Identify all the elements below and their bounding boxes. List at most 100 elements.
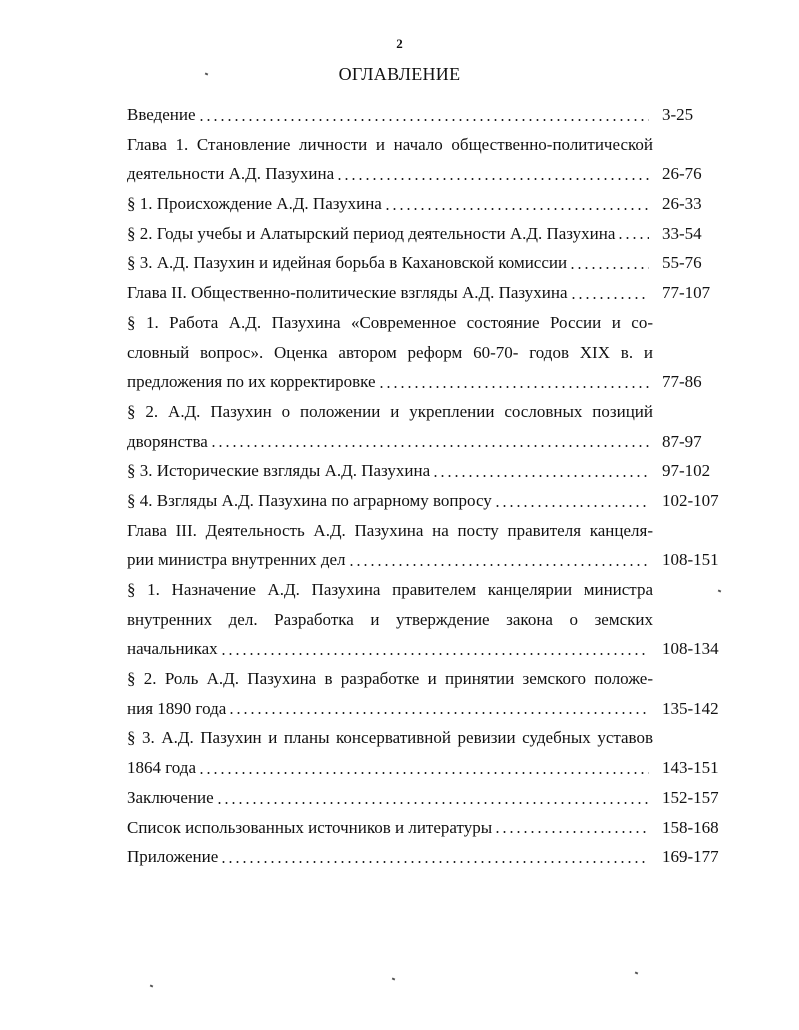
toc-page-range: 158-168 xyxy=(662,817,719,837)
toc-entry-text: § 2. Годы учебы и Алатырский период деят… xyxy=(127,223,616,243)
dot-leader xyxy=(219,634,653,664)
toc-entry-text: § 1. Происхождение А.Д. Пазухина xyxy=(127,194,382,214)
dot-leader xyxy=(377,367,653,397)
table-of-contents: Введение 3-25 Глава 1. Становление личност… xyxy=(127,100,727,872)
toc-entry-text: § 1. Назначение А.Д. Пазухина правителем… xyxy=(127,580,653,599)
toc-entry-text: Глава III. Деятельность А.Д. Пазухина на… xyxy=(127,520,653,540)
dot-leader xyxy=(197,100,653,130)
toc-entry: § 3. Исторические взгляды А.Д. Пазухина 9… xyxy=(127,456,727,486)
toc-entry-line: § 3. А.Д. Пазухин и планы консервативной… xyxy=(127,723,727,753)
dot-leader xyxy=(569,248,653,278)
toc-entry-title-with-leader: § 4. Взгляды А.Д. Пазухина по аграрному … xyxy=(127,486,653,516)
toc-entry-text: Приложение xyxy=(127,847,219,867)
toc-entry-title-with-leader: § 3. А.Д. Пазухин и идейная борьба в Ках… xyxy=(127,248,653,278)
toc-entry: § 1. Происхождение А.Д. Пазухина 26-33 xyxy=(127,189,727,219)
toc-entry: Глава II. Общественно-политические взгля… xyxy=(127,278,727,308)
page-number: 2 xyxy=(396,36,403,51)
toc-entry-text: Глава II. Общественно-политические взгля… xyxy=(127,283,568,303)
toc-entry-text: 1864 года xyxy=(127,758,197,778)
toc-page-range: 55-76 xyxy=(662,253,702,273)
toc-entry-title-with-leader: рии министра внутренних дел xyxy=(127,545,653,575)
toc-entry-text: § 2. А.Д. Пазухин о положении и укреплен… xyxy=(127,401,653,421)
toc-entry-text: Введение xyxy=(127,105,196,124)
toc-page-range: 135-142 xyxy=(662,698,719,718)
toc-page-range: 152-157 xyxy=(662,787,719,807)
toc-entry-text: § 4. Взгляды А.Д. Пазухина по аграрному … xyxy=(127,490,492,510)
toc-page-range: 169-177 xyxy=(662,847,719,867)
toc-page-range: 97-102 xyxy=(662,461,711,481)
toc-page-range: 26-33 xyxy=(662,194,702,214)
toc-page-range: 108-134 xyxy=(662,639,719,659)
toc-entry-text: Глава 1. Становление личности и начало о… xyxy=(127,134,653,154)
toc-page-range: 77-107 xyxy=(662,283,711,303)
toc-entry-title-with-leader: § 2. Годы учебы и Алатырский период деят… xyxy=(127,219,653,249)
dot-leader xyxy=(383,189,653,219)
dot-leader xyxy=(215,783,653,813)
dot-leader xyxy=(494,813,653,843)
toc-entry: § 3. А.Д. Пазухин и идейная борьба в Ках… xyxy=(127,248,727,278)
toc-entry-line: § 2. А.Д. Пазухин о положении и укреплен… xyxy=(127,397,727,427)
toc-entry-text: Список использованных источников и литер… xyxy=(127,817,493,837)
toc-entry-text: § 3. А.Д. Пазухин и планы консервативной… xyxy=(127,728,653,748)
toc-entry-text: § 3. Исторические взгляды А.Д. Пазухина xyxy=(127,461,431,481)
toc-entry-text: дворянства xyxy=(127,431,208,451)
toc-page-range: 77-86 xyxy=(662,372,702,392)
toc-entry-line: § 1. Назначение А.Д. Пазухина правителем… xyxy=(127,575,727,605)
toc-entry: деятельности А.Д. Пазухина 26-76 xyxy=(127,159,727,189)
toc-entry-line: § 1. Работа А.Д. Пазухина «Современное с… xyxy=(127,308,727,338)
dot-leader xyxy=(617,219,653,249)
toc-entry-title-with-leader: предложения по их корректировке xyxy=(127,367,653,397)
dot-leader xyxy=(493,486,653,516)
toc-entry-text: начальниках xyxy=(127,639,218,659)
scan-speck xyxy=(634,971,639,975)
toc-entry: дворянства 87-97 xyxy=(127,427,727,457)
toc-page-range: 102-107 xyxy=(662,490,719,510)
toc-page-range: 108-151 xyxy=(662,550,719,570)
toc-page-range: 87-97 xyxy=(662,431,702,451)
toc-entry-line: Глава 1. Становление личности и начало о… xyxy=(127,130,727,160)
toc-entry: Список использованных источников и литер… xyxy=(127,813,727,843)
dot-leader xyxy=(336,159,653,189)
toc-entry-text: предложения по их корректировке xyxy=(127,372,376,392)
toc-entry: Введение 3-25 xyxy=(127,100,727,130)
toc-page-range: 3-25 xyxy=(662,105,694,124)
dot-leader xyxy=(209,427,653,457)
toc-entry-line: Глава III. Деятельность А.Д. Пазухина на… xyxy=(127,516,727,546)
toc-entry: рии министра внутренних дел 108-151 xyxy=(127,545,727,575)
toc-entry: 1864 года 143-151 xyxy=(127,753,727,783)
toc-entry-text: ния 1890 года xyxy=(127,698,227,718)
toc-entry-title-with-leader: 1864 года xyxy=(127,753,653,783)
dot-leader xyxy=(198,753,653,783)
toc-entry: Приложение 169-177 xyxy=(127,842,727,872)
toc-page-range: 33-54 xyxy=(662,223,702,243)
toc-entry-text: словный вопрос». Оценка автором реформ 6… xyxy=(127,342,653,362)
toc-entry: ния 1890 года 135-142 xyxy=(127,694,727,724)
dot-leader xyxy=(432,456,653,486)
toc-entry-title-with-leader: Список использованных источников и литер… xyxy=(127,813,653,843)
toc-entry-text: внутренних дел. Разработка и утверждение… xyxy=(127,609,653,629)
toc-entry: начальниках 108-134 xyxy=(127,634,727,664)
toc-entry-text: деятельности А.Д. Пазухина xyxy=(127,164,335,184)
toc-entry-title-with-leader: деятельности А.Д. Пазухина xyxy=(127,159,653,189)
toc-page-range: 143-151 xyxy=(662,758,719,778)
dot-leader xyxy=(347,545,653,575)
toc-entry-title-with-leader: Приложение xyxy=(127,842,653,872)
toc-entry-title-with-leader: ния 1890 года xyxy=(127,694,653,724)
toc-entry: § 2. Годы учебы и Алатырский период деят… xyxy=(127,219,727,249)
toc-entry-title-with-leader: Глава II. Общественно-политические взгля… xyxy=(127,278,653,308)
toc-entry-line: § 2. Роль А.Д. Пазухина в разработке и п… xyxy=(127,664,727,694)
toc-entry-title-with-leader: Введение xyxy=(127,100,653,130)
page-title: ОГЛАВЛЕНИЕ xyxy=(338,64,461,84)
toc-entry-title-with-leader: § 3. Исторические взгляды А.Д. Пазухина xyxy=(127,456,653,486)
toc-entry: § 4. Взгляды А.Д. Пазухина по аграрному … xyxy=(127,486,727,516)
toc-entry: Заключение 152-157 xyxy=(127,783,727,813)
dot-leader xyxy=(220,842,653,872)
toc-entry-text: § 1. Работа А.Д. Пазухина «Современное с… xyxy=(127,312,653,332)
toc-entry-title-with-leader: начальниках xyxy=(127,634,653,664)
toc-entry-text: рии министра внутренних дел xyxy=(127,550,346,570)
dot-leader xyxy=(228,694,653,724)
toc-entry-line: внутренних дел. Разработка и утверждение… xyxy=(127,605,727,635)
toc-page-range: 26-76 xyxy=(662,164,702,184)
scan-speck xyxy=(391,977,396,981)
toc-entry-line: словный вопрос». Оценка автором реформ 6… xyxy=(127,338,727,368)
